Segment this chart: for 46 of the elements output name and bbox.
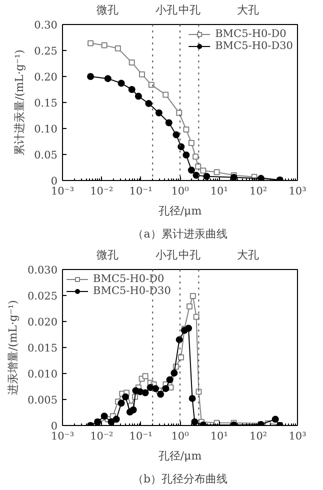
x-tick-label: 10⁻¹ [129,430,152,442]
x-tick-label: 10¹ [210,186,228,198]
x-tick-label: 10² [250,430,268,442]
text: 微孔 [96,4,119,16]
y-tick-label: 0 [50,176,58,188]
y-tick-label: 0.025 [27,290,58,302]
x-tick-label: 10² [250,186,268,198]
legend-label: BMC5-H0-D0 [215,28,286,40]
x-tick-label: 10⁻¹ [129,186,152,198]
text: （a）累计进汞曲线 [132,228,228,240]
y-tick-label: 0.15 [34,98,58,110]
y-tick-label: 0.010 [27,368,58,380]
text: 大孔 [237,4,260,16]
x-tick-label: 10³ [288,430,306,442]
y-tick-label: 0.10 [34,124,58,136]
y-tick-label: 0.015 [27,342,58,354]
x-tick-label: 10³ [288,186,306,198]
y-tick-label: 0.020 [27,316,58,328]
legend-label: BMC5-H0-D30 [215,40,293,52]
x-tick-label: 10⁻³ [50,430,74,442]
text: 微孔 [96,248,119,262]
text: 中孔 [178,248,200,262]
legend-label: BMC5-H0-D0 [93,273,164,285]
x-tick-label: 10¹ [210,430,228,442]
text: 中孔 [178,4,200,16]
x-tick-label: 10⁻³ [50,186,74,198]
x-axis-title: 孔径/μm [158,204,202,218]
y-tick-label: 0 [50,420,58,432]
y-tick-label: 0.20 [34,72,58,84]
y-axis-title: 进汞增量/(mL·g⁻¹) [6,300,20,395]
x-tick-label: 10⁻² [90,186,114,198]
x-tick-label: 10⁻² [90,430,114,442]
text: （b）孔径分布曲线 [132,472,228,486]
text: 小孔 [155,248,178,262]
y-tick-label: 0.005 [27,394,58,406]
y-tick-label: 0.25 [34,46,58,58]
text: 大孔 [237,248,260,262]
x-tick-label: 10⁰ [171,186,189,198]
x-tick-label: 10⁰ [171,430,189,442]
y-tick-label: 0.030 [27,264,58,276]
y-tick-label: 0.05 [34,150,58,162]
y-axis-title: 累计进汞量/(mL·g⁻¹) [13,50,26,156]
y-tick-label: 0.30 [34,20,58,32]
x-axis-title: 孔径/μm [158,450,202,462]
legend-label: BMC5-H0-D30 [93,285,171,297]
text: 小孔 [155,4,178,16]
